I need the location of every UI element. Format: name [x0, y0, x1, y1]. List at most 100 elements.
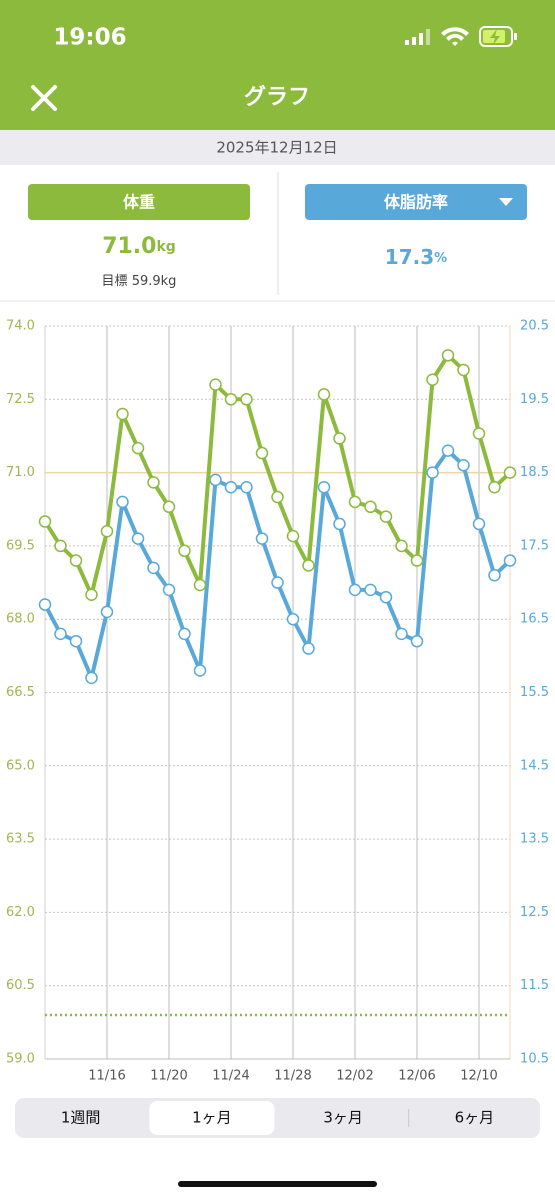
data-point: [441, 349, 455, 362]
x-tick-label: 12/10: [460, 1069, 497, 1084]
data-point: [131, 532, 145, 545]
y2-tick-label: 10.5: [520, 1052, 549, 1067]
home-indicator: [178, 1181, 377, 1187]
x-tick-label: 11/16: [88, 1069, 125, 1084]
goal-value: 59.9kg: [132, 274, 177, 289]
fat-unit: %: [434, 251, 447, 266]
y2-tick-label: 12.5: [520, 905, 549, 920]
y2-tick-label: 11.5: [520, 978, 549, 993]
fat-number: 17.3: [385, 245, 434, 269]
data-point: [69, 634, 83, 648]
goal-label: 目標: [102, 274, 128, 289]
data-point: [116, 407, 129, 421]
y2-tick-label: 19.5: [520, 392, 549, 407]
data-point: [271, 576, 284, 589]
y-tick-label: 60.5: [6, 978, 35, 993]
data-point: [348, 583, 362, 597]
data-point: [85, 671, 98, 685]
data-point: [457, 363, 470, 377]
chart: 59.0 60.5 62.0 63.5 65.0 66.5 68.0 69.5 71.0 72.5…: [6, 319, 549, 1084]
y2-tick-label: 18.5: [520, 465, 549, 480]
dropdown-arrow[interactable]: [499, 198, 513, 206]
data-point: [302, 559, 315, 572]
status-time: 19:06: [53, 25, 126, 51]
x-tick-label: 12/02: [336, 1069, 373, 1084]
data-point: [317, 388, 331, 401]
data-point: [364, 500, 377, 514]
goal-text: 目標 59.9kg: [102, 274, 177, 289]
x-tick-label: 11/24: [212, 1069, 249, 1084]
y2-tick-label: 20.5: [520, 319, 549, 334]
y-tick-label: 72.5: [6, 392, 35, 407]
data-point: [302, 642, 315, 655]
data-point: [54, 539, 67, 553]
data-point: [441, 444, 455, 457]
data-point: [488, 568, 501, 582]
y-tick-label: 62.0: [6, 905, 35, 920]
weight-number: 71.0: [102, 234, 156, 259]
data-point: [395, 627, 408, 641]
data-point: [54, 627, 67, 641]
fat-button-label: 体脂肪率: [384, 193, 448, 212]
data-point: [472, 517, 486, 531]
weight-button[interactable]: [28, 184, 250, 220]
tab-label[interactable]: 1週間: [61, 1109, 101, 1127]
weight-button-label: 体重: [123, 193, 155, 212]
tab-selected: [149, 1101, 275, 1135]
data-point: [333, 517, 346, 531]
data-point: [472, 427, 486, 440]
tab-label[interactable]: 3ヶ月: [323, 1109, 363, 1127]
data-point: [410, 554, 424, 567]
status-icons: [405, 26, 517, 47]
data-point: [410, 634, 424, 648]
data-point: [379, 590, 393, 604]
close-button[interactable]: [31, 85, 57, 111]
tab-label[interactable]: 1ヶ月: [192, 1109, 232, 1127]
data-point: [240, 393, 253, 406]
data-point: [69, 554, 83, 567]
data-point: [333, 432, 346, 445]
data-point: [100, 524, 114, 538]
data-point: [271, 490, 284, 504]
data-point: [193, 578, 207, 592]
data-point: [255, 532, 269, 545]
weight-value: 71.0kg: [102, 234, 176, 259]
data-point: [224, 481, 238, 494]
data-point: [38, 515, 52, 528]
data-point: [364, 583, 377, 597]
data-point: [209, 378, 222, 391]
data-point: [193, 664, 207, 677]
x-tick-label: 11/20: [150, 1069, 187, 1084]
data-point: [100, 605, 114, 619]
y-tick-label: 63.5: [6, 832, 35, 847]
data-point: [116, 495, 129, 509]
data-point: [457, 459, 470, 472]
tab-bar: [15, 1098, 540, 1138]
y2-tick-label: 15.5: [520, 685, 549, 700]
header-bg: [0, 0, 555, 130]
date: 2025年12月12日: [216, 139, 337, 157]
data-point: [162, 500, 176, 514]
data-point: [286, 612, 300, 626]
y-tick-label: 66.5: [6, 685, 35, 700]
tab-label[interactable]: 6ヶ月: [455, 1109, 495, 1127]
fat-button[interactable]: [305, 184, 527, 220]
data-point: [503, 554, 517, 567]
y-tick-label: 74.0: [6, 319, 35, 334]
y-tick-label: 65.0: [6, 758, 35, 773]
data-point: [224, 393, 238, 406]
y2-tick-label: 13.5: [520, 832, 549, 847]
data-point: [131, 441, 145, 455]
fat-value: 17.3%: [385, 245, 447, 269]
data-point: [317, 481, 331, 494]
y2-tick-label: 16.5: [520, 612, 549, 627]
x-tick-label: 11/28: [274, 1069, 311, 1084]
data-point: [426, 373, 439, 387]
data-point: [395, 539, 408, 553]
data-point: [348, 495, 362, 509]
data-point: [85, 588, 98, 602]
weight-unit: kg: [156, 239, 175, 255]
y-tick-label: 71.0: [6, 465, 35, 480]
